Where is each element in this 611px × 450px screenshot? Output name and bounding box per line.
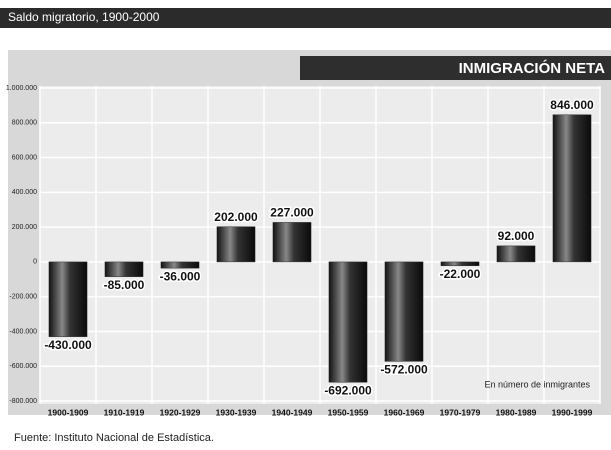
y-tick-label: -200.000 xyxy=(9,294,37,301)
y-tick-label: 1.000.000 xyxy=(6,85,37,92)
source: Fuente: Instituto Nacional de Estadístic… xyxy=(14,432,214,444)
y-tick-label: 0 xyxy=(33,259,37,266)
x-tick-label: 1960-1969 xyxy=(384,407,425,417)
value-label: -692.000 xyxy=(324,383,372,397)
bar xyxy=(440,261,480,266)
bar xyxy=(496,245,536,263)
y-tick-label: -600.000 xyxy=(9,363,37,370)
bar xyxy=(104,261,144,277)
value-label: -430.000 xyxy=(44,338,92,352)
annotation: En número de inmigrantes xyxy=(484,379,590,389)
x-tick-label: 1900-1909 xyxy=(48,407,89,417)
bar xyxy=(272,222,312,263)
value-label: 202.000 xyxy=(214,210,258,224)
y-tick-label: 400.000 xyxy=(12,189,37,196)
x-tick-label: 1990-1999 xyxy=(552,407,593,417)
value-label: -36.000 xyxy=(160,269,201,283)
y-tick-label: 800.000 xyxy=(12,120,37,127)
bar xyxy=(384,261,424,362)
x-tick-label: 1980-1989 xyxy=(496,407,537,417)
x-tick-label: 1950-1959 xyxy=(328,407,369,417)
value-label: 227.000 xyxy=(270,206,314,220)
subtitle-band xyxy=(300,56,611,80)
subtitle: INMIGRACIÓN NETA xyxy=(459,59,606,77)
value-label: 846.000 xyxy=(550,98,594,112)
x-tick-label: 1970-1979 xyxy=(440,407,481,417)
value-label: -572.000 xyxy=(380,363,428,377)
value-label: -85.000 xyxy=(104,278,145,292)
value-label: -22.000 xyxy=(440,267,481,281)
bar xyxy=(48,261,88,337)
value-label: 92.000 xyxy=(498,229,535,243)
y-tick-label: -800.000 xyxy=(9,398,37,405)
bar xyxy=(160,261,200,269)
x-tick-label: 1930-1939 xyxy=(216,407,257,417)
x-tick-label: 1910-1919 xyxy=(104,407,145,417)
bar xyxy=(216,226,256,263)
x-tick-label: 1920-1929 xyxy=(160,407,201,417)
y-tick-label: -400.000 xyxy=(9,328,37,335)
y-tick-label: 200.000 xyxy=(12,224,37,231)
x-tick-label: 1940-1949 xyxy=(272,407,313,417)
title-band xyxy=(0,8,611,28)
chart-title: Saldo migratorio, 1900-2000 xyxy=(8,10,160,24)
bar xyxy=(552,114,592,263)
bar xyxy=(328,261,368,383)
y-tick-label: 600.000 xyxy=(12,154,37,161)
